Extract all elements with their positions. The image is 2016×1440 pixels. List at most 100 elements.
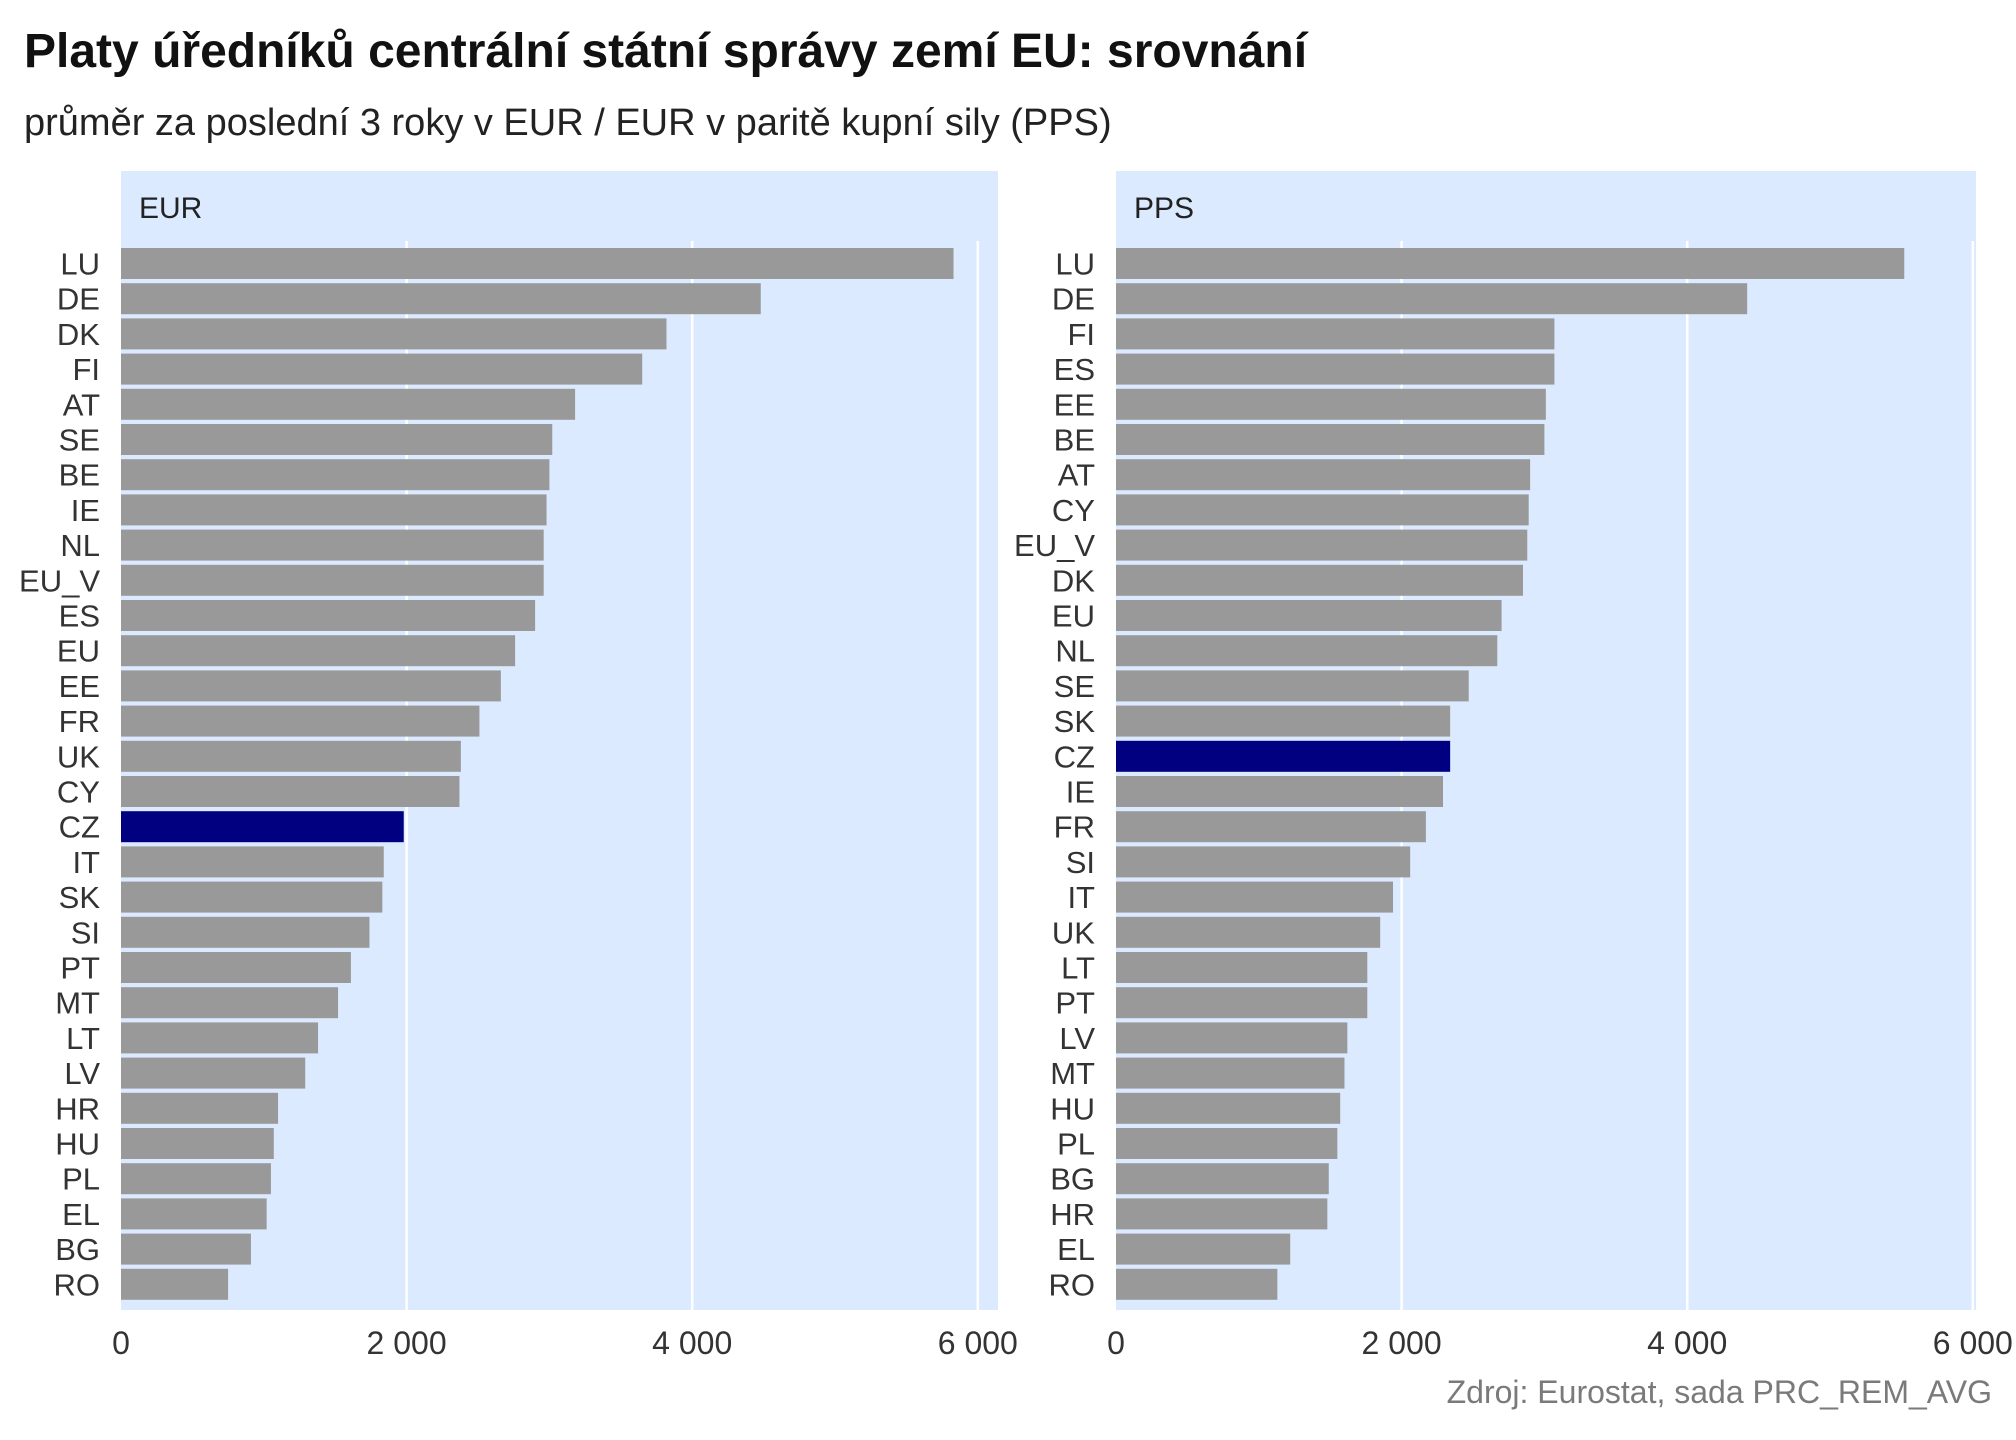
- bar-mt: [121, 987, 339, 1019]
- bar-ro: [1116, 1268, 1278, 1300]
- category-label: BG: [55, 1232, 100, 1267]
- bar-be: [1116, 424, 1545, 455]
- bar-sk: [1116, 705, 1451, 737]
- bar-lv: [1116, 1022, 1348, 1054]
- category-label: IT: [72, 845, 100, 880]
- category-label: ES: [59, 599, 100, 634]
- category-label: PL: [62, 1162, 100, 1197]
- bar-fi: [1116, 318, 1555, 350]
- x-tick-label: 0: [112, 1325, 130, 1361]
- bar-pl: [1116, 1128, 1338, 1159]
- category-label: HR: [1050, 1197, 1095, 1232]
- panel-pps: PPS LUDEFIESEEBEATCYEU_VDKEUNLSESKCZIEFRS…: [1014, 171, 2013, 1361]
- category-label: DE: [57, 282, 100, 317]
- x-tick-label: 6 000: [938, 1325, 1018, 1361]
- category-label: SE: [1054, 669, 1095, 704]
- category-label: EU: [1052, 599, 1095, 634]
- category-label: SK: [59, 880, 101, 915]
- category-label: SI: [71, 915, 100, 950]
- bar-el: [1116, 1233, 1291, 1265]
- category-label: RO: [1049, 1267, 1096, 1302]
- category-label: EL: [1057, 1232, 1095, 1267]
- bar-ee: [1116, 388, 1546, 420]
- category-label: LV: [1059, 1021, 1095, 1056]
- bar-pt: [1116, 987, 1368, 1019]
- category-label: IE: [71, 493, 100, 528]
- bar-fi: [121, 353, 643, 385]
- bar-ee: [121, 670, 501, 702]
- bar-bg: [121, 1233, 251, 1265]
- category-label: EU_V: [1014, 528, 1095, 563]
- category-label: EE: [1054, 387, 1095, 422]
- category-label: FI: [1067, 317, 1095, 352]
- bar-se: [121, 424, 553, 455]
- category-label: HR: [55, 1091, 100, 1126]
- category-label: UK: [57, 739, 100, 774]
- bar-fr: [1116, 811, 1426, 843]
- bar-el: [121, 1198, 267, 1230]
- bar-ie: [121, 494, 547, 526]
- category-label: EU_V: [19, 563, 100, 598]
- bar-cz: [121, 811, 404, 843]
- bar-lu: [1116, 248, 1905, 279]
- category-label: MT: [1050, 1056, 1095, 1091]
- bar-es: [1116, 353, 1555, 385]
- category-label: EE: [59, 669, 100, 704]
- bar-ro: [121, 1268, 229, 1300]
- category-label: CY: [1052, 493, 1095, 528]
- bar-fr: [121, 705, 480, 737]
- bar-hu: [1116, 1092, 1341, 1124]
- category-label: IE: [1066, 775, 1095, 810]
- category-label: SE: [59, 423, 100, 458]
- bar-bg: [1116, 1163, 1329, 1195]
- bar-dk: [1116, 564, 1523, 596]
- category-label: FR: [59, 704, 100, 739]
- category-label: HU: [1050, 1091, 1095, 1126]
- bar-uk: [1116, 916, 1381, 948]
- bar-si: [121, 916, 370, 948]
- bar-eu-v: [121, 564, 544, 596]
- bar-cz: [1116, 740, 1451, 772]
- x-tick-label: 0: [1107, 1325, 1125, 1361]
- category-label: MT: [55, 986, 100, 1021]
- category-label: PL: [1057, 1127, 1095, 1162]
- category-label: HU: [55, 1127, 100, 1162]
- category-label: NL: [1055, 634, 1095, 669]
- bar-si: [1116, 846, 1411, 878]
- bar-uk: [121, 740, 461, 772]
- x-tick-label: 4 000: [1647, 1325, 1727, 1361]
- bar-at: [121, 388, 576, 420]
- bar-eu: [1116, 600, 1502, 631]
- category-label: CZ: [59, 810, 100, 845]
- bar-de: [1116, 283, 1748, 315]
- bar-nl: [121, 529, 544, 561]
- category-label: AT: [1058, 458, 1095, 493]
- chart-subtitle: průměr za poslední 3 roky v EUR / EUR v …: [24, 102, 1112, 144]
- category-label: LU: [60, 247, 100, 282]
- bar-lt: [121, 1022, 319, 1054]
- category-label: LT: [66, 1021, 100, 1056]
- x-tick-label: 6 000: [1933, 1325, 2013, 1361]
- category-label: EL: [62, 1197, 100, 1232]
- category-label: CY: [57, 775, 100, 810]
- category-label: BE: [1054, 423, 1095, 458]
- category-label: SK: [1054, 704, 1096, 739]
- bar-mt: [1116, 1057, 1345, 1089]
- category-label: LU: [1055, 247, 1095, 282]
- bar-lt: [1116, 952, 1368, 983]
- x-tick-label: 4 000: [652, 1325, 732, 1361]
- category-label: DK: [1052, 563, 1095, 598]
- bar-es: [121, 600, 536, 631]
- category-label: PT: [60, 951, 100, 986]
- bar-nl: [1116, 635, 1498, 667]
- category-label: DE: [1052, 282, 1095, 317]
- category-label: RO: [54, 1267, 101, 1302]
- bar-it: [121, 846, 384, 878]
- category-label: DK: [57, 317, 100, 352]
- bar-hr: [121, 1092, 279, 1124]
- bar-dk: [121, 318, 667, 350]
- bar-lv: [121, 1057, 306, 1089]
- x-tick-label: 2 000: [367, 1325, 447, 1361]
- category-label: FR: [1054, 810, 1095, 845]
- category-label: ES: [1054, 352, 1095, 387]
